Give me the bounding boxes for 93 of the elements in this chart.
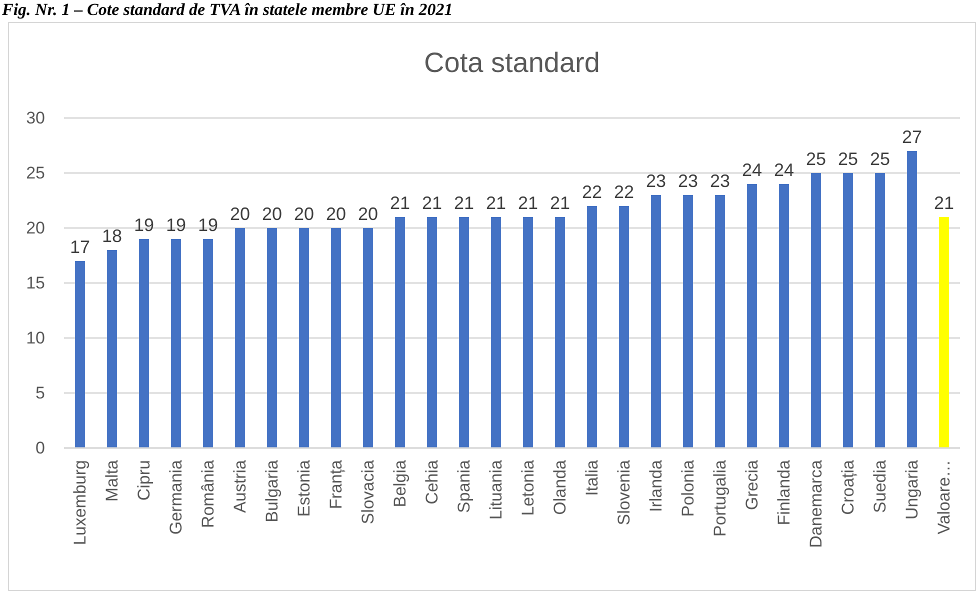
bar [907, 151, 917, 448]
data-label: 24 [774, 160, 794, 180]
bar [491, 217, 501, 448]
data-label: 20 [262, 204, 282, 224]
x-tick-label: Valoare… [934, 460, 954, 534]
y-tick-label: 0 [36, 438, 45, 458]
data-label: 18 [102, 226, 122, 246]
bar [235, 228, 245, 448]
x-tick-label: Luxemburg [70, 460, 90, 546]
x-tick-label: Bulgaria [262, 459, 282, 522]
y-tick-label: 20 [26, 218, 45, 238]
x-tick-label: Polonia [678, 459, 698, 517]
bar [683, 195, 693, 448]
bar [299, 228, 309, 448]
bar [587, 206, 597, 448]
data-label: 21 [390, 193, 410, 213]
data-label: 22 [582, 182, 602, 202]
x-tick-label: Slovenia [614, 459, 634, 526]
x-tick-label: Finlanda [774, 459, 794, 526]
bar [139, 239, 149, 448]
data-label: 21 [518, 193, 538, 213]
bar [395, 217, 405, 448]
bar [459, 217, 469, 448]
bar [651, 195, 661, 448]
bar [779, 184, 789, 448]
data-label: 19 [134, 215, 154, 235]
data-label: 24 [742, 160, 762, 180]
bar [523, 217, 533, 448]
x-tick-label: Belgia [390, 459, 410, 508]
x-tick-label: Grecia [742, 459, 762, 510]
x-tick-label: Lituania [486, 459, 506, 520]
bar [363, 228, 373, 448]
data-label: 21 [422, 193, 442, 213]
data-label: 19 [166, 215, 186, 235]
data-label: 21 [486, 193, 506, 213]
x-tick-label: Cehia [422, 459, 442, 504]
data-label: 21 [550, 193, 570, 213]
chart-title: Cota standard [424, 47, 600, 78]
x-tick-label: Austria [230, 459, 250, 513]
bar [811, 173, 821, 448]
x-tick-label: Ungaria [902, 459, 922, 520]
data-label: 21 [454, 193, 474, 213]
x-tick-label: Irlanda [646, 459, 666, 512]
y-tick-label: 30 [26, 108, 45, 128]
bar [267, 228, 277, 448]
bar [427, 217, 437, 448]
bar [107, 250, 117, 448]
data-label: 20 [326, 204, 346, 224]
x-tick-label: Spania [454, 459, 474, 513]
bar [203, 239, 213, 448]
data-label: 27 [902, 127, 922, 147]
y-tick-label: 15 [26, 274, 45, 292]
x-tick-label: Letonia [518, 459, 538, 516]
bar [555, 217, 565, 448]
bar [747, 184, 757, 448]
data-label: 23 [646, 171, 666, 191]
x-tick-label: Croația [838, 459, 858, 515]
x-tick-label: Franța [326, 459, 346, 510]
x-tick-label: Slovacia [358, 459, 378, 524]
y-tick-label: 10 [26, 328, 45, 348]
data-label: 23 [678, 171, 698, 191]
bar [171, 239, 181, 448]
data-label: 17 [70, 237, 90, 257]
x-tick-label: Malta [102, 459, 122, 502]
data-label: 25 [806, 149, 826, 169]
data-label: 22 [614, 182, 634, 202]
x-tick-label: Danemarca [806, 459, 826, 548]
bar [875, 173, 885, 448]
text: Fig. Nr. 1 – Cote standard de TVA în statele membre UE în 2021 [1, 0, 453, 19]
x-tick-label: Suedia [870, 459, 890, 513]
x-tick-label: Cipru [134, 460, 154, 501]
data-label: 19 [198, 215, 218, 235]
bar [331, 228, 341, 448]
data-label: 20 [230, 204, 250, 224]
data-label: 25 [870, 149, 890, 169]
bar [939, 217, 949, 448]
data-label: 20 [358, 204, 378, 224]
data-label: 21 [934, 193, 954, 213]
data-label: 23 [710, 171, 730, 191]
bar [715, 195, 725, 448]
data-label: 25 [838, 149, 858, 169]
data-label: 20 [294, 204, 314, 224]
bar [75, 261, 85, 448]
x-tick-label: Germania [166, 459, 186, 535]
x-tick-label: Portugalia [710, 459, 730, 537]
x-tick-label: Estonia [294, 459, 314, 517]
y-tick-label: 25 [26, 164, 45, 182]
x-tick-label: Olanda [550, 459, 570, 515]
y-tick-label: 5 [36, 384, 45, 402]
bar [619, 206, 629, 448]
x-tick-label: Italia [582, 459, 602, 496]
bar [843, 173, 853, 448]
x-tick-label: România [198, 459, 218, 528]
